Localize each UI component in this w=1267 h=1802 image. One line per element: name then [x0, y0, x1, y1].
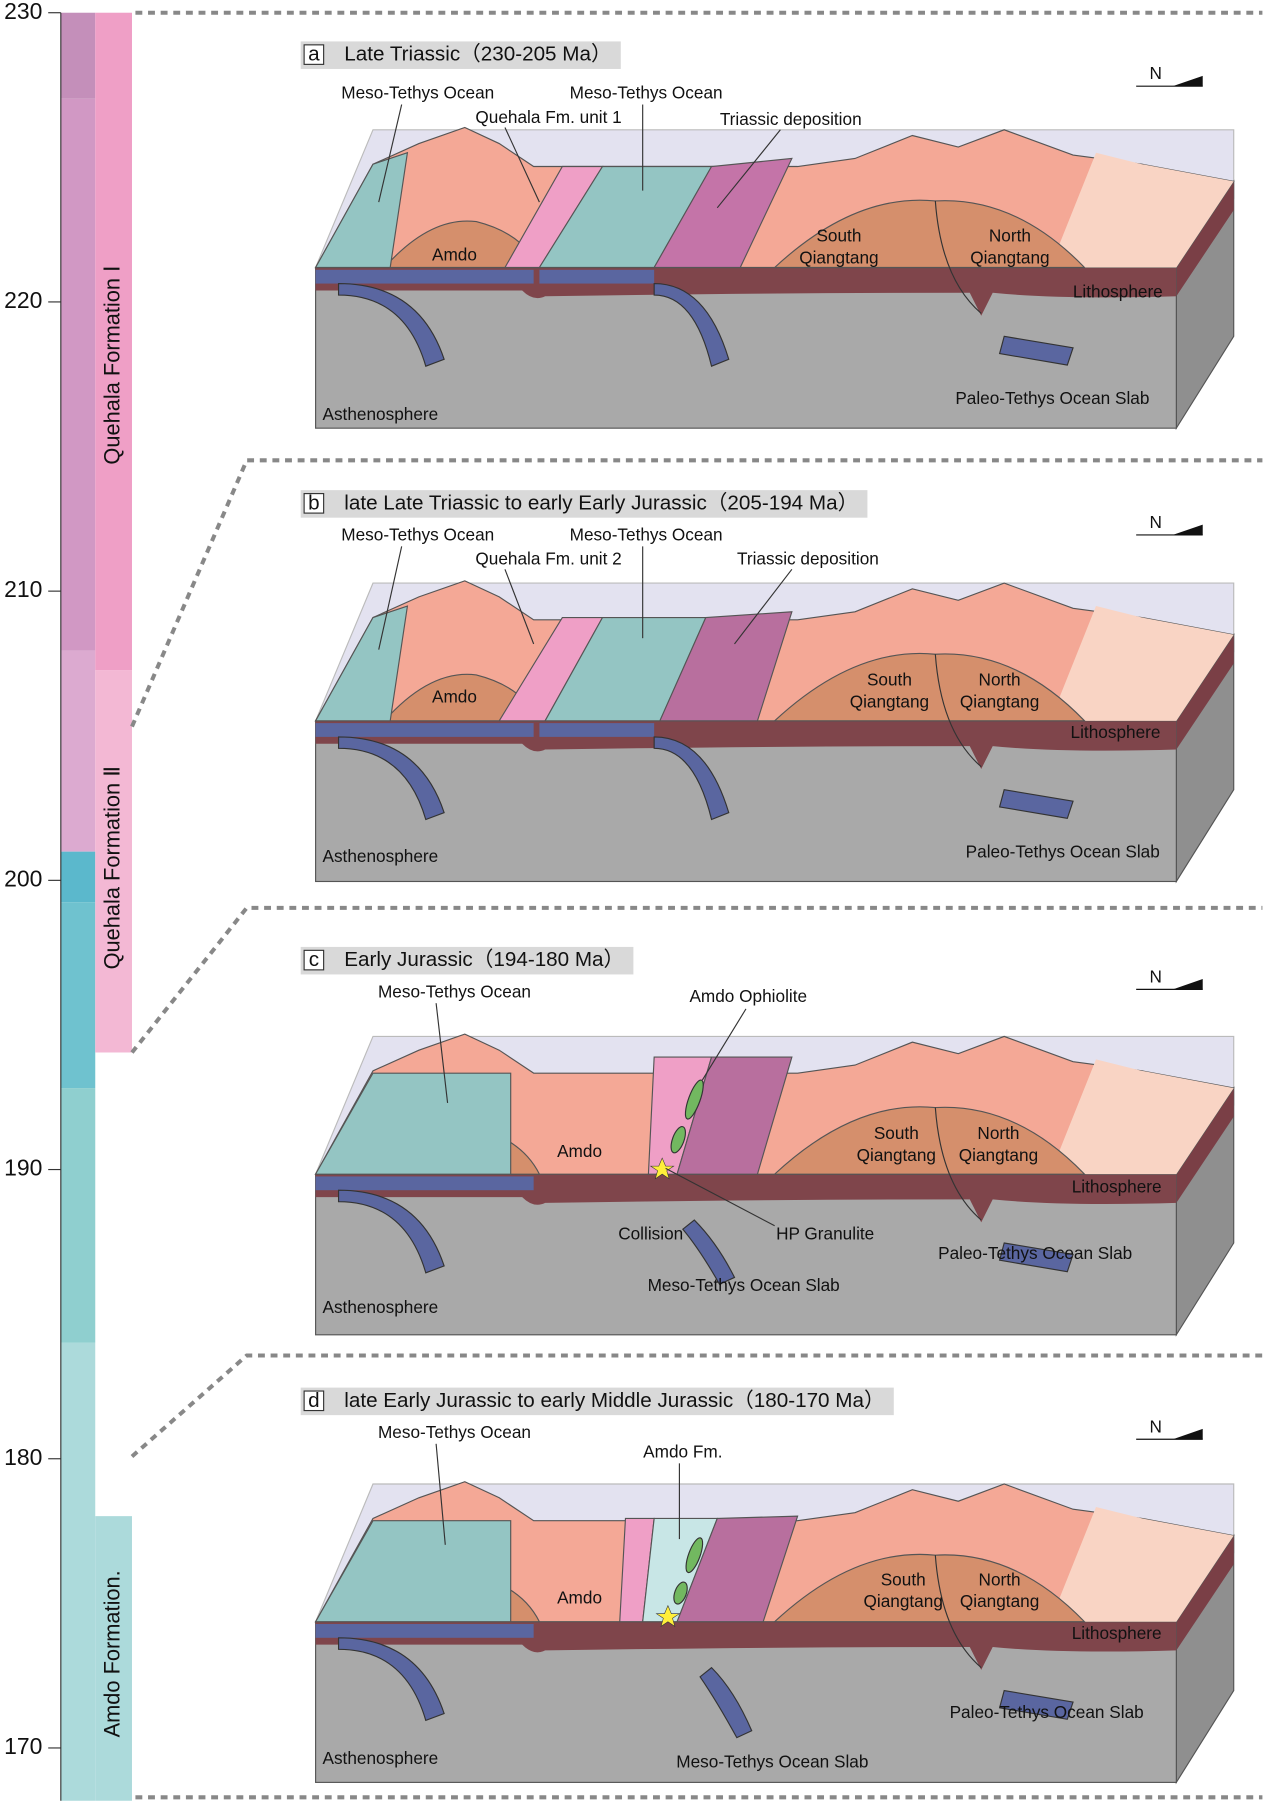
label: Asthenosphere [322, 1748, 438, 1768]
panel-letter: a [308, 43, 320, 66]
tick-label: 200 [4, 865, 42, 891]
label: Meso-Tethys Ocean Slab [648, 1275, 840, 1295]
north-label: N [1149, 1416, 1161, 1436]
label: HP Granulite [776, 1224, 874, 1244]
label: Quehala Fm. unit 1 [475, 107, 621, 127]
panel-heading: a Late Triassic（230-205 Ma） N [300, 41, 1203, 87]
label: Paleo-Tethys Ocean Slab [966, 841, 1160, 861]
block-diagram [314, 1481, 1235, 1783]
label: Amdo [432, 686, 477, 706]
label: Paleo-Tethys Ocean Slab [938, 1243, 1132, 1263]
label: Meso-Tethys Ocean [570, 525, 723, 545]
block-diagram [314, 1033, 1235, 1336]
panel-title: Late Triassic（230-205 Ma） [344, 43, 611, 66]
title-box [300, 41, 621, 69]
north-arrow [1172, 75, 1203, 87]
time-column [60, 12, 132, 1801]
panel-heading: b late Late Triassic to early Early Juras… [300, 490, 1203, 536]
label: Asthenosphere [322, 1297, 438, 1317]
tick-label: 190 [4, 1155, 42, 1181]
label: Lithosphere [1073, 281, 1163, 301]
block-diagram [314, 580, 1235, 883]
pointers [378, 104, 793, 1545]
label: Triassic deposition [737, 549, 879, 569]
label: Lithosphere [1072, 1623, 1162, 1643]
label: Collision [618, 1224, 683, 1244]
label: Meso-Tethys Ocean [570, 83, 723, 103]
panel-title: late Late Triassic to early Early Jurass… [344, 491, 858, 514]
label: Lithosphere [1071, 722, 1161, 742]
label: Paleo-Tethys Ocean Slab [950, 1702, 1144, 1722]
label: Amdo [432, 245, 477, 265]
label: Meso-Tethys Ocean [378, 1422, 531, 1442]
panel-heading: d late Early Jurassic to early Middle Jur… [300, 1387, 1203, 1440]
label: Triassic deposition [720, 109, 862, 129]
label: Meso-Tethys Ocean [341, 83, 494, 103]
north-arrow [1172, 1428, 1203, 1440]
north-label: N [1149, 512, 1161, 532]
panel-letter: b [308, 491, 319, 514]
label: Amdo Fm. [643, 1442, 722, 1462]
label: North Qiangtang [960, 1569, 1039, 1611]
label: South Qiangtang [799, 225, 878, 267]
label: North Qiangtang [959, 1123, 1038, 1165]
letter-box [303, 1390, 325, 1412]
formation-label: Quehala Formation Ⅱ [99, 766, 124, 969]
label: South Qiangtang [850, 669, 929, 711]
title-box [300, 490, 868, 518]
panel-title: Early Jurassic（194-180 Ma） [344, 948, 624, 971]
label: North Qiangtang [960, 669, 1039, 711]
title-box [300, 946, 634, 975]
label: North Qiangtang [970, 225, 1049, 267]
label: Amdo [557, 1141, 602, 1161]
panel-letter: d [308, 1389, 319, 1412]
label: Meso-Tethys Ocean Slab [676, 1751, 868, 1771]
label: Meso-Tethys Ocean [378, 981, 531, 1001]
tick-label: 210 [4, 576, 42, 602]
label: Asthenosphere [322, 404, 438, 424]
tick-label: 230 [4, 0, 42, 24]
label: Asthenosphere [322, 846, 438, 866]
formation-label: Quehala Formation Ⅰ [99, 266, 124, 465]
panel-title: late Early Jurassic to early Middle Jura… [344, 1389, 884, 1412]
label: Meso-Tethys Ocean [341, 525, 494, 545]
tick-label: 220 [4, 287, 42, 313]
connector [130, 905, 1263, 1054]
title-box [300, 1387, 894, 1416]
label: South Qiangtang [864, 1569, 943, 1611]
label: Paleo-Tethys Ocean Slab [955, 388, 1149, 408]
label: South Qiangtang [857, 1123, 936, 1165]
letter-box [303, 949, 325, 971]
panel-heading: c Early Jurassic（194-180 Ma） N [300, 946, 1203, 990]
label: Lithosphere [1072, 1176, 1162, 1196]
north-label: N [1149, 966, 1161, 986]
north-label: N [1149, 63, 1161, 83]
connector [130, 1353, 1263, 1458]
north-arrow [1172, 524, 1203, 535]
formation-label: Amdo Formation. [99, 1570, 124, 1737]
label: Amdo Ophiolite [689, 986, 807, 1006]
time-axis: 230 220 210 200 190 180 170 [4, 0, 61, 1759]
letter-box [303, 493, 325, 514]
letter-box [303, 44, 325, 65]
panel-letter: c [309, 948, 319, 971]
label: Quehala Fm. unit 2 [475, 549, 621, 569]
north-arrow [1172, 979, 1203, 990]
label: Amdo [557, 1587, 602, 1607]
tick-label: 180 [4, 1444, 42, 1470]
tick-label: 170 [4, 1733, 42, 1759]
block-diagram [314, 126, 1235, 429]
